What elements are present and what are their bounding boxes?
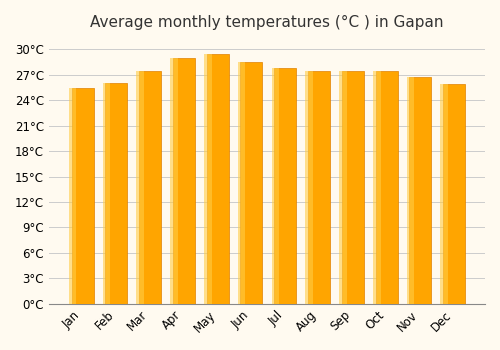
Bar	[173, 58, 195, 304]
Bar	[238, 62, 246, 304]
Bar	[376, 71, 398, 304]
Bar	[69, 88, 76, 304]
Bar	[272, 68, 279, 304]
Bar	[106, 83, 128, 304]
Bar	[204, 55, 212, 304]
Bar	[206, 55, 229, 304]
Bar	[274, 68, 296, 304]
Bar	[136, 71, 144, 304]
Bar	[72, 88, 94, 304]
Bar	[139, 71, 161, 304]
Bar	[170, 58, 178, 304]
Bar	[342, 71, 364, 304]
Bar	[102, 83, 110, 304]
Bar	[308, 71, 330, 304]
Bar	[410, 77, 432, 304]
Bar	[306, 71, 313, 304]
Bar	[373, 71, 380, 304]
Bar	[240, 62, 262, 304]
Bar	[440, 84, 448, 304]
Bar	[443, 84, 465, 304]
Bar	[406, 77, 414, 304]
Bar	[339, 71, 347, 304]
Title: Average monthly temperatures (°C ) in Gapan: Average monthly temperatures (°C ) in Ga…	[90, 15, 444, 30]
